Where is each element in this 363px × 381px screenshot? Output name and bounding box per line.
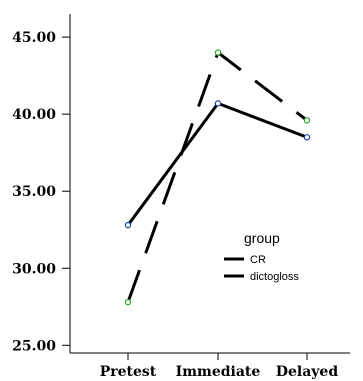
y-axis-ticks: 25.00 30.00 35.00 40.00 45.00 xyxy=(12,30,70,354)
data-point-dictogloss-immediate xyxy=(214,49,222,56)
y-tick-label: 25.00 xyxy=(12,338,56,354)
series-line-cr xyxy=(126,101,308,226)
y-tick-label: 30.00 xyxy=(12,261,56,277)
axes xyxy=(69,14,350,354)
data-point-dictogloss-delayed xyxy=(303,117,311,124)
y-tick-label: 40.00 xyxy=(12,107,56,123)
x-tick-label: Immediate xyxy=(176,364,261,380)
data-point-cr-immediate xyxy=(214,100,222,107)
legend-label-cr: CR xyxy=(250,254,266,266)
y-tick-label: 45.00 xyxy=(12,30,56,46)
data-point-cr-pretest xyxy=(124,221,132,229)
data-point-cr-delayed xyxy=(303,134,311,141)
x-axis-ticks: Pretest Immediate Delayed xyxy=(100,353,338,380)
data-point-dictogloss-pretest xyxy=(124,298,132,306)
legend-label-dictogloss: dictogloss xyxy=(250,271,299,283)
x-tick-label: Pretest xyxy=(100,364,157,380)
series-line-dictogloss xyxy=(126,50,308,303)
x-tick-label: Delayed xyxy=(276,364,338,380)
y-tick-label: 35.00 xyxy=(12,184,56,200)
legend-title: group xyxy=(244,230,280,246)
legend: group CR dictogloss xyxy=(224,230,299,283)
series-layer xyxy=(124,49,311,306)
